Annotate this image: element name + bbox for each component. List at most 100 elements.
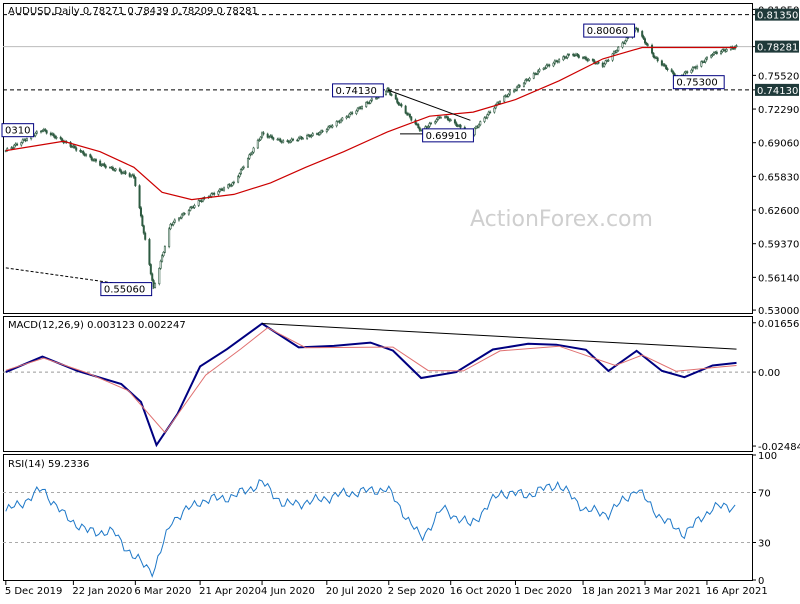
candle-body [325, 129, 328, 132]
y-axis-tick-label: 0.78281 [757, 43, 798, 54]
candle-body [624, 40, 627, 44]
candle-body [611, 53, 614, 61]
candle-body [484, 117, 487, 119]
candle-body [455, 122, 458, 126]
candle-body [696, 65, 699, 69]
candle-body [172, 222, 175, 226]
price-panel-frame [3, 3, 753, 314]
candle-body [700, 61, 703, 67]
y-axis-tick-label: -0.02484 [758, 442, 800, 453]
candle-body [645, 42, 648, 45]
candle-body [503, 95, 506, 102]
candle-body [666, 68, 669, 70]
candle-body [34, 132, 37, 137]
candle-body [90, 156, 93, 161]
candle-body [138, 185, 141, 209]
candle-body [341, 117, 344, 121]
candle-body [54, 135, 57, 139]
price-annotation-label: 0.80060 [587, 26, 628, 37]
y-axis-tick-label: 0.75520 [758, 71, 799, 82]
candle-body [94, 159, 97, 162]
candle-body [128, 173, 131, 177]
trend-line [387, 89, 471, 121]
candle-body [13, 144, 16, 149]
candle-body [483, 117, 486, 122]
price-plot: 0.80060 0.75300 0.74130 0.69910 0.55060 0310 [1, 14, 752, 297]
candle-body [625, 37, 628, 42]
candle-body [446, 116, 449, 121]
candle-body [710, 55, 713, 58]
candle-body [55, 136, 58, 139]
candle-body [346, 116, 349, 118]
candle-body [79, 149, 82, 152]
candle-body [621, 42, 624, 48]
axes: 0.818500.813500.782810.755200.741300.722… [5, 5, 800, 597]
price-annotation-label: 0.55060 [104, 285, 145, 296]
candle-body [665, 65, 668, 70]
candle-body [111, 166, 114, 170]
candle-body [252, 147, 255, 153]
y-axis-tick-label: 0.74130 [757, 86, 798, 97]
candle-body [25, 138, 28, 141]
watermark: ActionForex.com [470, 207, 653, 232]
candle-body [21, 139, 24, 143]
candle-body [104, 165, 107, 168]
price-annotation-box [332, 83, 384, 98]
candle-body [715, 51, 718, 54]
candle-body [69, 141, 72, 147]
y-axis-tick-label: 0.53000 [758, 306, 799, 317]
y-axis-tick-label: 100 [758, 451, 777, 462]
candle-body [552, 62, 555, 67]
candle-body [35, 131, 38, 134]
candle-body [159, 260, 162, 269]
candle-body [384, 90, 387, 95]
candle-body [514, 89, 517, 92]
candle-body [365, 102, 368, 107]
candle-body [169, 223, 172, 230]
candle-body [437, 116, 440, 120]
price-annotation-box [672, 75, 725, 90]
candle-body [162, 251, 165, 257]
candle-body [197, 200, 200, 206]
candle-body [553, 60, 556, 64]
candle-body [201, 198, 204, 202]
candle-body [213, 193, 216, 195]
candle-body [518, 85, 521, 87]
candle-body [227, 184, 230, 189]
candle-body [242, 166, 245, 169]
candle-body [643, 38, 646, 44]
candle-body [404, 105, 407, 114]
candle-body [597, 61, 600, 64]
candle-body [577, 55, 580, 58]
candle-body [390, 94, 393, 96]
candle-body [691, 67, 694, 71]
candle-body [270, 135, 273, 139]
candle-body [144, 232, 147, 240]
candle-body [300, 136, 303, 139]
moving-average-line [5, 46, 737, 201]
y-axis-tick-label: 0.016567 [758, 319, 800, 330]
candle-body [289, 140, 292, 143]
candle-body [251, 151, 254, 155]
candle-body [310, 135, 313, 137]
y-axis-highlight-box [755, 83, 799, 96]
price-annotation-box [583, 23, 636, 38]
candle-body [712, 52, 715, 55]
candle-body [453, 119, 456, 124]
y-axis-tick-label: 0 [758, 576, 764, 587]
candle-body [651, 44, 654, 54]
candle-body [434, 121, 437, 124]
candle-body [375, 97, 378, 100]
candle-body [528, 77, 531, 81]
y-axis-tick-label: 0.00 [758, 368, 780, 379]
candle-body [427, 126, 430, 128]
candle-body [103, 163, 106, 167]
x-axis-tick-label: 5 Dec 2019 [5, 586, 63, 597]
candle-body [663, 64, 666, 66]
candle-body [641, 31, 644, 37]
candle-body [218, 188, 221, 192]
candle-body [256, 140, 259, 149]
macd-trend-line [262, 323, 737, 350]
